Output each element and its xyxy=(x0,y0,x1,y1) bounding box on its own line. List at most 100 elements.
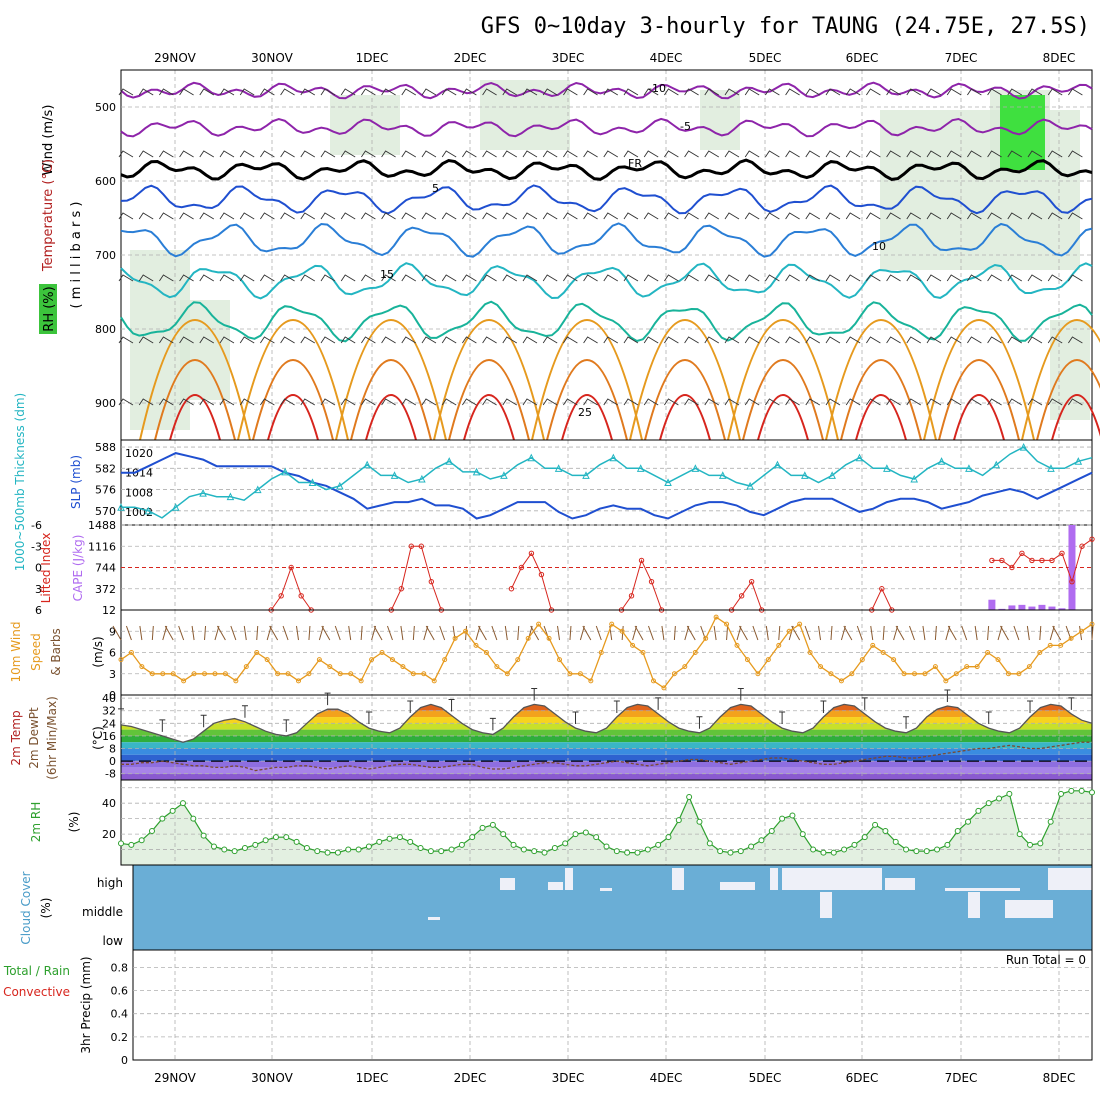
wind-barb xyxy=(845,88,861,96)
wind-barb xyxy=(603,212,619,220)
wind-barb xyxy=(421,212,437,220)
wind-barb xyxy=(906,150,922,158)
wind-tick-label: 9 xyxy=(109,625,116,638)
minmax-bar xyxy=(613,700,620,714)
wind-barb xyxy=(230,625,237,641)
li-point xyxy=(1089,536,1095,542)
wind-barb xyxy=(634,625,644,641)
clear-cell xyxy=(770,868,778,890)
wind-barb xyxy=(661,625,665,641)
wind-barb xyxy=(1027,150,1043,158)
wind-barb xyxy=(765,625,769,641)
wind-barb xyxy=(219,336,235,344)
warm-contour xyxy=(953,394,1005,441)
rh-point xyxy=(438,848,445,855)
wind-speed-point xyxy=(776,642,782,648)
clear-cell xyxy=(565,868,573,890)
thickness-tick-label: 570 xyxy=(95,505,116,518)
warm-contour xyxy=(629,319,741,441)
wind-barb xyxy=(686,625,696,641)
date-label-bottom: 7DEC xyxy=(945,1071,978,1085)
wind-barb xyxy=(684,336,699,344)
date-label-bottom: 1DEC xyxy=(356,1071,389,1085)
wind-barb xyxy=(704,150,720,158)
wind-barb xyxy=(643,212,659,220)
thickness-point xyxy=(992,460,1001,469)
clear-cell xyxy=(1048,868,1092,890)
rh-point xyxy=(841,846,848,853)
wind-barb xyxy=(138,398,154,406)
wind-barb xyxy=(1047,88,1063,96)
wind-speed-point xyxy=(692,650,698,655)
rh-point xyxy=(634,849,641,856)
wind-barb xyxy=(361,88,376,96)
run-total-label: Run Total = 0 xyxy=(1006,953,1086,967)
wind-barb xyxy=(765,274,780,282)
wind-barb xyxy=(296,625,299,641)
rh-point xyxy=(603,843,610,850)
rh-point xyxy=(489,821,496,828)
wind-barb xyxy=(557,625,561,641)
wind-barb xyxy=(386,625,393,641)
bottom-date-axis: 29NOV 30NOV 1DEC 2DEC 3DEC 4DEC 5DEC 6DEC 7DEC 8D… xyxy=(154,1071,1075,1085)
wind-barb xyxy=(1068,336,1083,344)
wind-tick-label: 0 xyxy=(109,689,116,702)
minmax-bar xyxy=(944,689,951,703)
clear-cell xyxy=(672,868,684,890)
rh-point xyxy=(851,841,858,848)
label-wind10m: 10m Wind xyxy=(9,622,23,683)
rh-point xyxy=(768,828,775,834)
wind-speed-point xyxy=(932,664,938,670)
wind-barb xyxy=(502,88,518,96)
rh-point xyxy=(541,849,548,856)
wind-barb xyxy=(340,150,356,158)
temp-band xyxy=(121,704,1092,711)
wind-barb xyxy=(159,274,174,282)
minmax-bar xyxy=(737,687,744,701)
wind-speed-point xyxy=(369,657,375,663)
wind-barb xyxy=(926,398,942,406)
wind-barb xyxy=(260,274,275,282)
wind-barb xyxy=(704,398,720,406)
wind-barb xyxy=(845,336,861,344)
wind-barb xyxy=(441,336,457,344)
wind-barb xyxy=(866,150,881,158)
wind-barb xyxy=(967,88,982,96)
label-precip: 3hr Precip (mm) xyxy=(79,956,93,1053)
rh-point xyxy=(200,832,207,839)
rh-point xyxy=(892,838,899,845)
wind-barb xyxy=(199,150,215,158)
wind-barb xyxy=(219,88,235,96)
wind-barb xyxy=(906,398,922,406)
thickness-point xyxy=(253,485,262,494)
wind-barb xyxy=(502,150,518,158)
wind-barb xyxy=(373,625,383,641)
wind-barb xyxy=(926,88,942,96)
wind-barb xyxy=(522,336,538,344)
wind-barb xyxy=(300,336,316,344)
minmax-bar xyxy=(489,717,496,731)
wind-barb xyxy=(765,212,780,220)
isotherm-label: -5 xyxy=(680,120,691,133)
rh-point xyxy=(686,794,693,800)
wind-barb xyxy=(219,274,235,282)
wind-barb xyxy=(401,274,417,282)
label-wind-ms: (m/s) xyxy=(91,636,105,667)
warm-contour xyxy=(1051,394,1100,441)
minmax-bar xyxy=(655,697,662,710)
wind-barb xyxy=(361,274,376,282)
wind-barb xyxy=(320,212,336,220)
wind-barb xyxy=(260,88,275,96)
warm-contour xyxy=(448,359,530,441)
wind-barb xyxy=(482,274,497,282)
temp-tick-label: 16 xyxy=(102,730,116,743)
warm-contour xyxy=(463,394,515,441)
wind-speed-point xyxy=(191,671,197,677)
clear-cell xyxy=(885,878,915,890)
wind-barb xyxy=(1091,625,1094,641)
cape-bar xyxy=(1018,604,1026,610)
temp-tick-label: 8 xyxy=(109,743,116,756)
rh-point xyxy=(1016,831,1023,838)
wind-speed-point xyxy=(275,671,281,677)
